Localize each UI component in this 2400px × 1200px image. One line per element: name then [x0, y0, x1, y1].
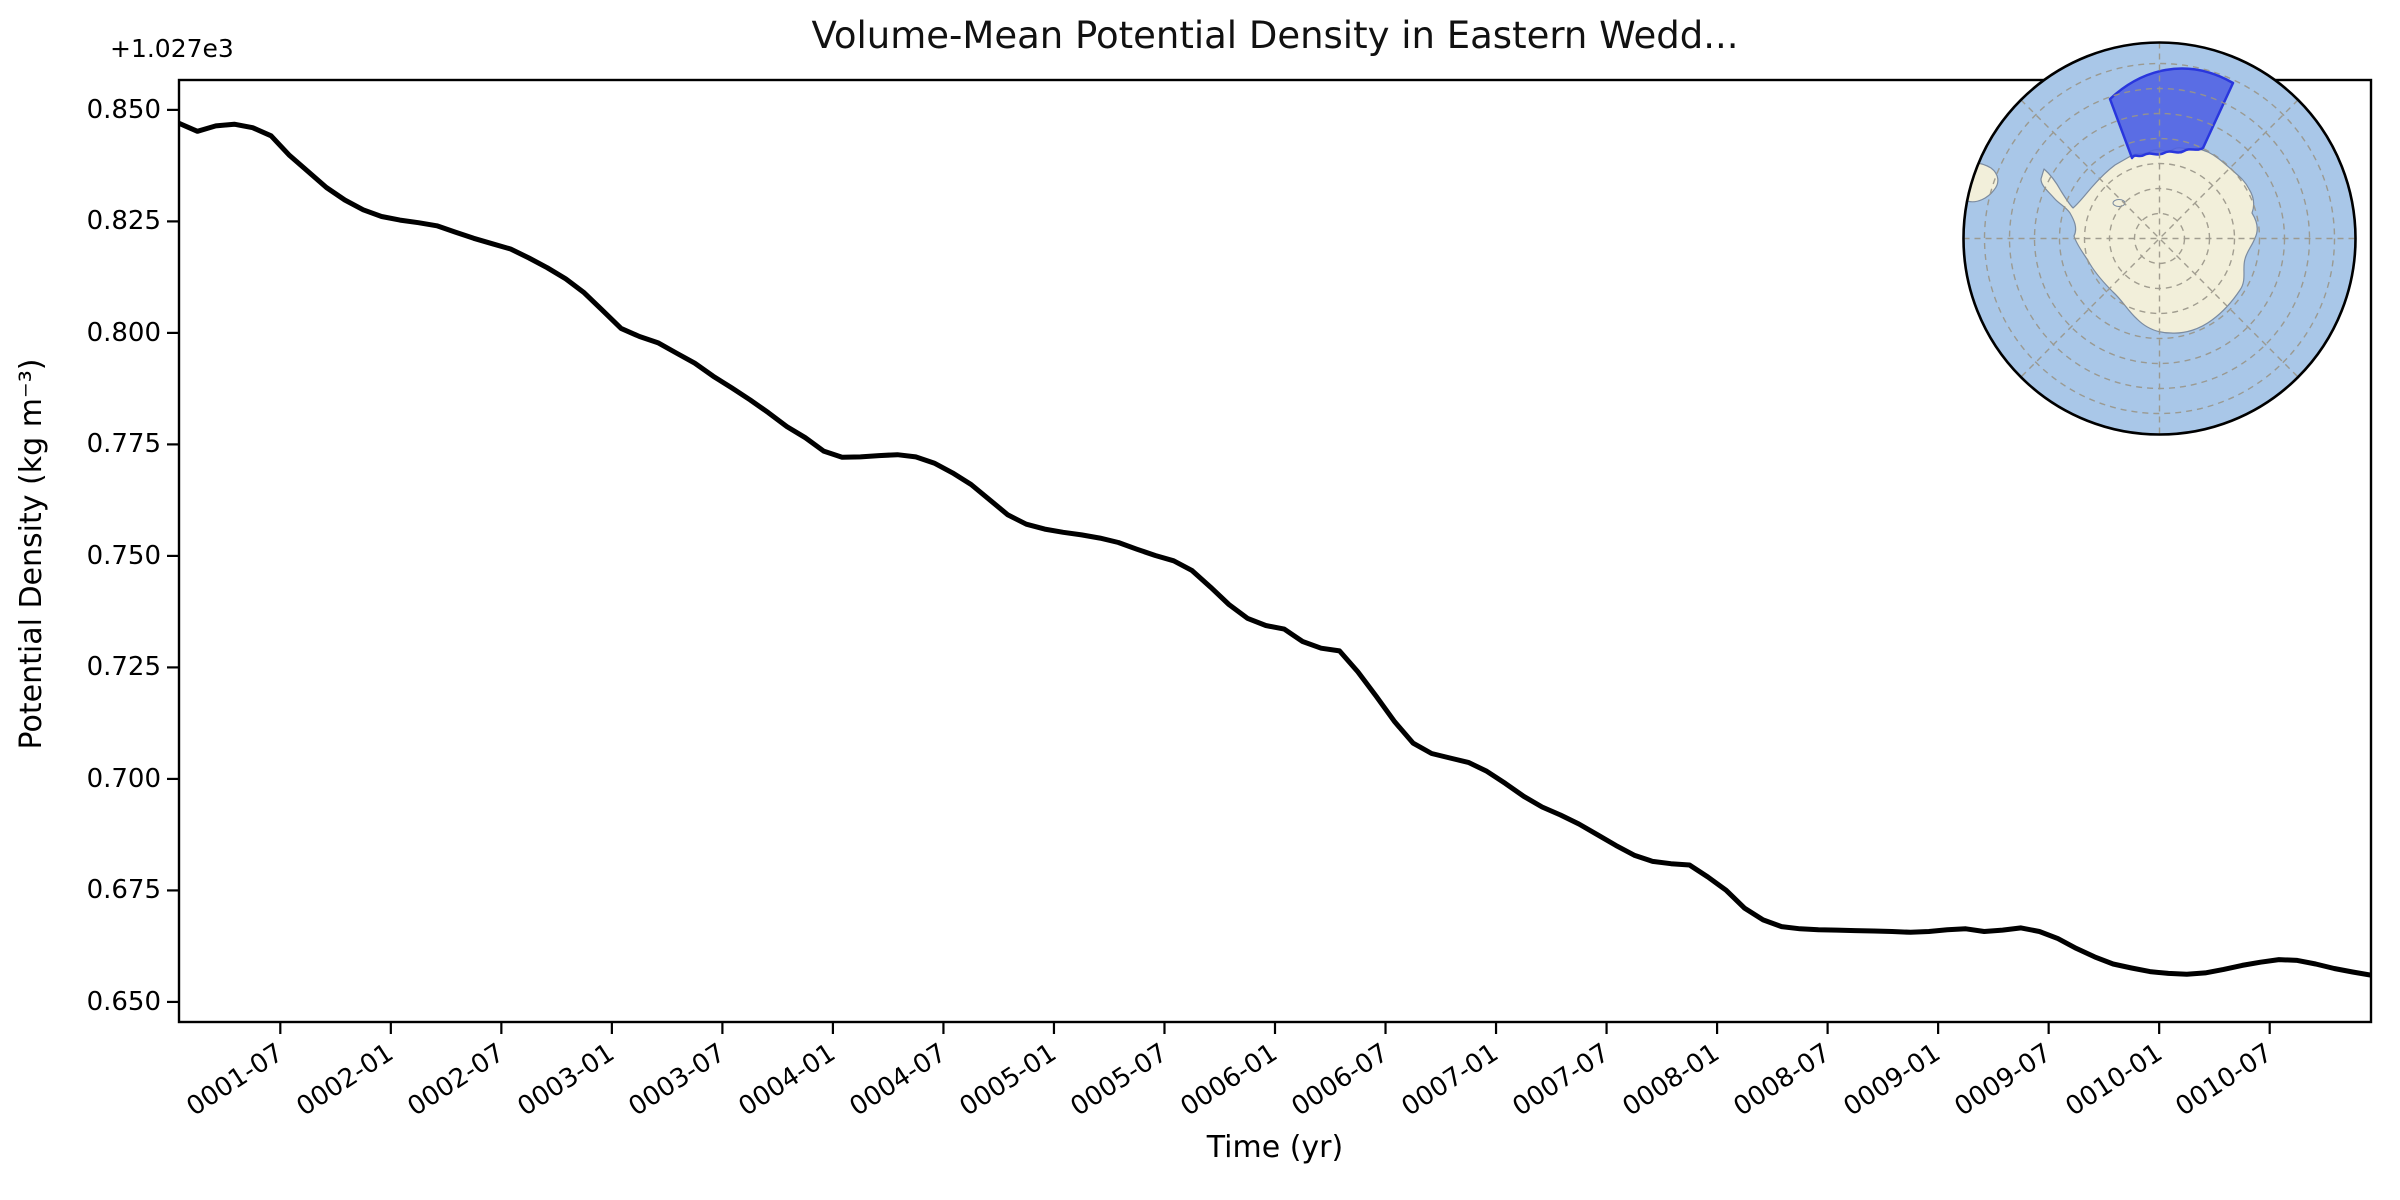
x-axis-label: Time (yr): [1206, 1130, 1344, 1165]
y-axis-offset-label: +1.027e3: [110, 34, 234, 63]
plot-border: [177, 78, 2373, 1024]
y-tick-label: 0.725: [86, 652, 161, 683]
map-region-eastern-weddell-wedge: [2108, 67, 2235, 160]
y-axis-label: Potential Density (kg m⁻³): [14, 358, 49, 750]
y-tick-label: 0.800: [86, 317, 161, 348]
y-tick-label: 0.850: [86, 94, 161, 125]
antarctica-locator-map: [1962, 41, 2357, 436]
tick-marks: [167, 108, 2271, 1034]
data-line-potential-density: [179, 120, 2371, 978]
y-tick-label: 0.700: [86, 763, 161, 794]
y-tick-label: 0.650: [86, 986, 161, 1017]
chart-title: Volume-Mean Potential Density in Eastern…: [811, 14, 1739, 57]
y-tick-label: 0.750: [86, 540, 161, 571]
y-tick-label: 0.825: [86, 206, 161, 237]
map-graticule: [1963, 42, 2356, 435]
y-tick-label: 0.775: [86, 429, 161, 460]
map-outline-circle: [1962, 41, 2357, 436]
y-tick-label: 0.675: [86, 875, 161, 906]
map-land-south-america-tip: [1963, 161, 1999, 203]
